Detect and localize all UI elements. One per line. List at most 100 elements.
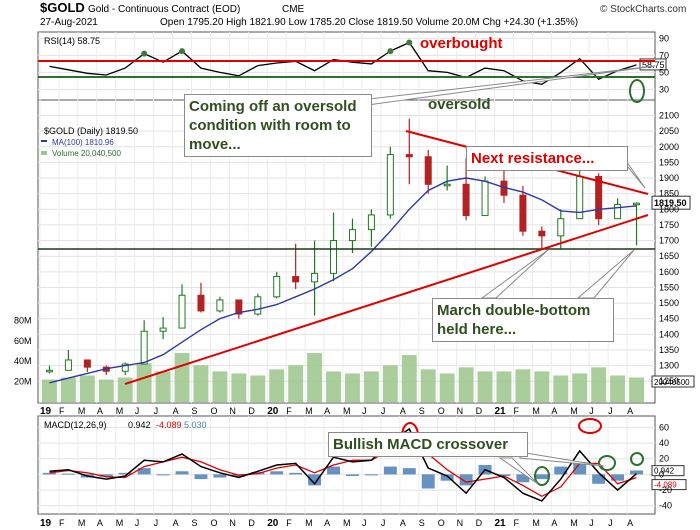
x-axis-label: M [343,406,351,416]
x-axis-label: M [532,406,540,416]
macd-histogram-bar [630,470,643,475]
price-tick-label: 2100 [659,111,679,121]
price-candle [614,204,622,220]
x-axis-label-macd: J [589,518,594,528]
x-axis-label: S [419,406,425,416]
x-axis-label-macd: A [324,518,330,528]
price-tick-label: 1550 [659,282,679,292]
price-candle [348,229,356,242]
x-axis-label: F [286,406,292,416]
x-axis-label-macd: J [362,518,367,528]
price-candle [197,294,205,312]
price-tick-label: 1750 [659,220,679,230]
price-candle [235,299,243,315]
volume-bar [212,371,228,402]
volume-bar [477,371,493,402]
ma-line [49,177,637,384]
x-axis-label-macd: A [400,518,406,528]
macd-histogram-bar [43,472,56,475]
price-tick-label: 1450 [659,314,679,324]
chart-description: Gold - Continuous Contract (EOD) [88,4,240,15]
macd-histogram-bar [137,468,151,475]
rsi-value-tag: 58.75 [642,60,665,70]
x-axis-label: J [154,406,159,416]
x-axis-label-macd: J [381,518,386,528]
volume-tick-label: 40M [14,356,32,366]
macd-histogram-bar [99,474,113,477]
macd-histogram-bar [573,461,587,475]
x-axis-label-macd: M [305,518,313,528]
macd-callout-pointer-1 [498,457,539,485]
macd-histogram-bar [118,472,132,475]
x-axis-label: M [116,406,124,416]
x-axis-label: 21 [495,406,507,417]
chart-ohlc: Open 1795.20 High 1821.90 Low 1785.20 Cl… [160,17,578,28]
x-axis-label: J [589,406,594,416]
macd-histogram-bar [611,474,625,481]
macd-histogram-bar [459,474,473,486]
x-axis-label-macd: S [192,518,198,528]
volume-legend: Volume 20,040,500 [52,149,121,158]
x-axis-label: A [173,406,179,416]
price-value-tag-box [651,195,691,210]
macd-line [49,427,637,502]
x-axis-label: J [135,406,140,416]
price-candle [64,359,72,371]
price-legend: $GOLD (Daily) 1819.50 [44,126,138,136]
volume-bar [591,367,607,402]
macd-legend-macd: 0.942 [128,420,151,430]
x-axis-label-macd: O [438,518,445,528]
volume-tick-label: 80M [14,315,32,325]
x-axis-label-macd: A [97,518,103,528]
price-candle [311,272,319,283]
volume-bar [610,375,626,402]
price-candle [519,194,527,232]
volume-bar [136,363,152,402]
macd-histogram-bar [516,474,530,483]
price-tick-label: 1350 [659,345,679,355]
macd-histogram-bar [308,474,322,486]
x-axis-label: O [210,406,217,416]
price-value-tag: 1819.50 [654,198,687,208]
x-axis-label-macd: F [286,518,292,528]
x-axis-label: F [59,406,65,416]
macd-trough-circle-3 [630,452,644,466]
x-axis-label: A [97,406,103,416]
x-axis-label-macd: F [513,518,519,528]
price-tick-label: 1950 [659,157,679,167]
rsi-value-tag-box [639,58,667,71]
macd-histogram-bar [497,474,511,476]
price-tick-label: 1400 [659,329,679,339]
x-axis-label: A [627,406,633,416]
volume-bar [572,373,588,402]
macd-signal-line [49,434,637,498]
price-candle [424,156,432,185]
macd-histogram-bar [554,466,568,475]
x-axis-label: M [78,406,86,416]
x-axis-label-macd: N [229,518,236,528]
signal-value-tag-box [651,479,687,491]
volume-bar [174,353,190,402]
macd-histogram-bar [61,473,75,475]
rising-trendline [124,214,649,385]
macd-histogram-bar [402,468,416,475]
x-axis-label-macd: 20 [267,518,279,529]
macd-tick-label: -20 [659,485,672,495]
price-candle [367,214,375,231]
x-axis-label-macd: S [419,518,425,528]
rsi-tick-label: 30 [659,84,669,94]
x-axis-label-macd: M [532,518,540,528]
ma-legend-swatch [41,140,47,142]
x-axis-label: 19 [40,406,52,417]
volume-bar [42,379,57,402]
rsi-overbought-point [179,48,186,55]
price-candle [178,294,186,329]
x-axis-label-macd: M [78,518,86,528]
volume-bar [458,367,474,402]
price-candle [273,276,281,298]
x-axis-label: 20 [267,406,279,417]
volume-bar [534,371,550,402]
volume-bar [98,379,114,402]
chart-date: 27-Aug-2021 [40,17,98,28]
macd-tick-label: 20 [659,454,669,464]
